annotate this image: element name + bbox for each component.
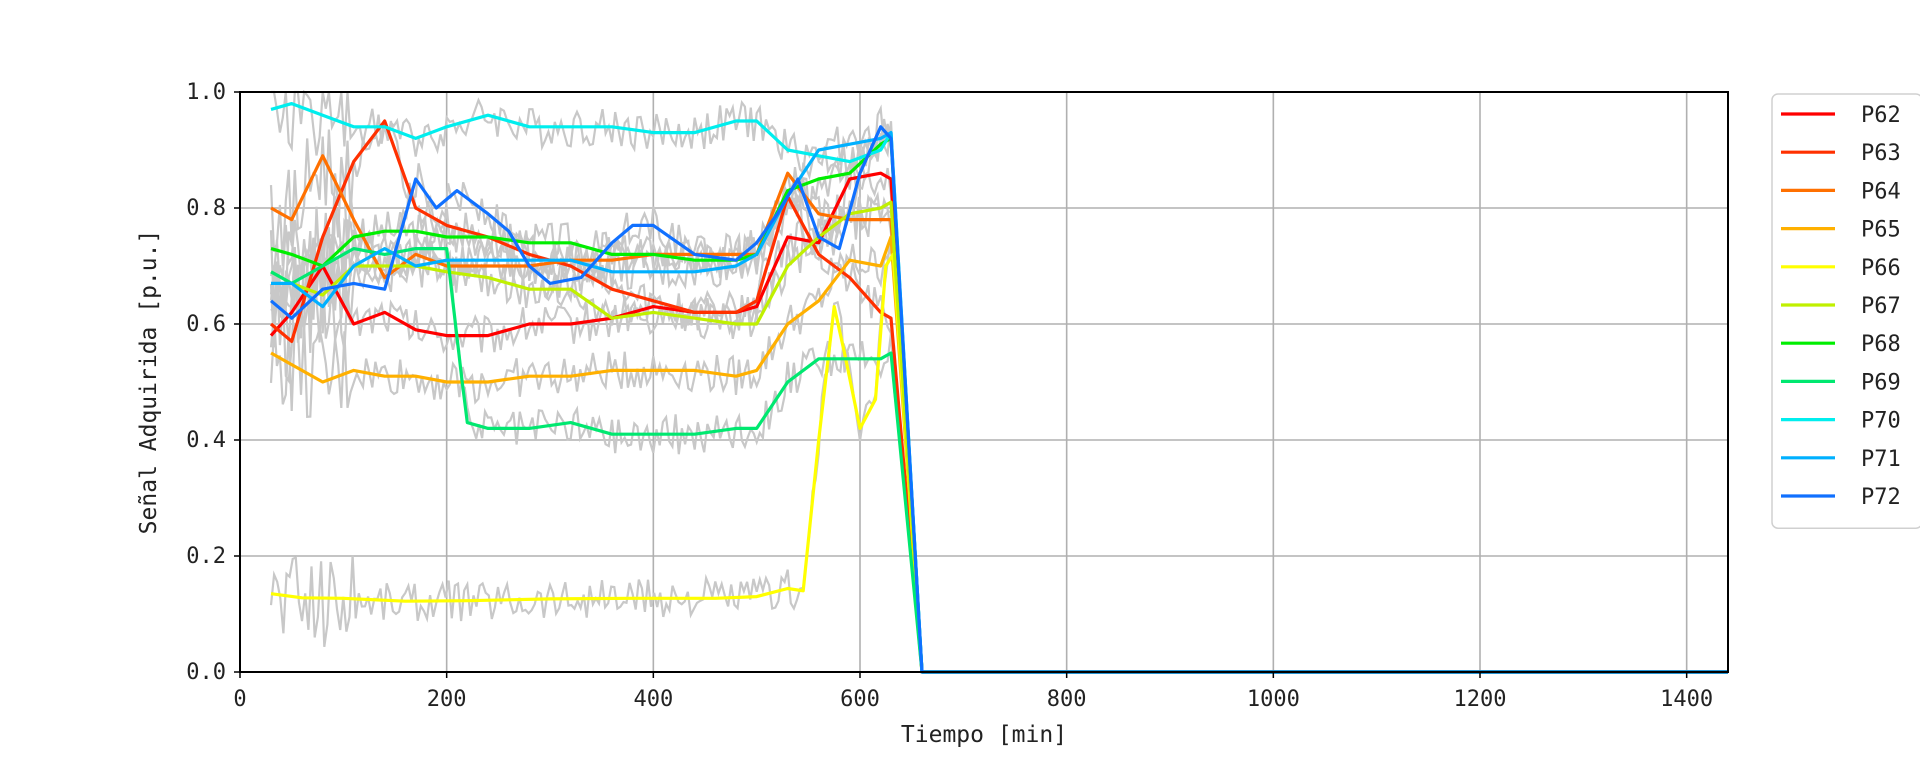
series-line-p64 [270,154,1728,674]
series-line-p62 [269,171,1728,674]
legend-label-p63: P63 [1861,141,1901,166]
y-tick-label: 0.8 [186,196,226,221]
raw-signal-p64 [269,129,1728,674]
legend-label-p67: P67 [1861,294,1901,319]
raw-signal-p70 [271,90,1728,674]
x-tick-label: 1400 [1660,687,1713,712]
legend-label-p71: P71 [1861,447,1901,472]
x-tick-label: 800 [1047,687,1087,712]
legend-label-p66: P66 [1861,256,1901,281]
x-tick-label: 1000 [1247,687,1300,712]
legend-label-p62: P62 [1861,103,1901,128]
series-line-p66 [270,252,1728,674]
series-line-p71 [271,131,1728,674]
x-tick-label: 1200 [1454,687,1507,712]
raw-signal-p62 [269,156,1728,674]
raw-signal-p68 [269,123,1728,674]
raw-signal-p71 [269,118,1728,674]
legend: P62 P63 P64 P65 P66 P67 P68 P69 P70 P71 P72 [1771,93,1920,529]
y-axis-ticks: 0.0 0.2 0.4 0.6 0.8 1.0 [186,80,240,685]
series-line-p63 [269,119,1728,674]
series-line-p72 [269,125,1728,674]
raw-signal-p66 [269,239,1728,674]
x-axis-label: Tiempo [min] [901,722,1067,748]
legend-label-p69: P69 [1861,370,1901,395]
x-tick-label: 600 [840,687,880,712]
y-tick-label: 0.6 [186,312,226,337]
y-tick-label: 0.0 [186,660,226,685]
series-line-p70 [270,102,1728,674]
legend-label-p68: P68 [1861,332,1901,357]
legend-label-p70: P70 [1861,409,1901,434]
y-tick-label: 0.2 [186,544,226,569]
series-line-p69 [270,247,1728,674]
x-tick-label: 0 [233,687,246,712]
series-line-p67 [270,200,1728,674]
x-axis-ticks: 0 200 400 600 800 1000 1200 1400 [233,672,1713,712]
x-tick-label: 200 [427,687,467,712]
y-tick-label: 1.0 [186,80,226,105]
plot-frame [239,91,1729,673]
y-tick-label: 0.4 [186,428,226,453]
series-lines [269,102,1728,674]
x-tick-label: 400 [633,687,673,712]
raw-signal-p63 [269,114,1728,674]
legend-label-p65: P65 [1861,218,1901,243]
legend-label-p64: P64 [1861,179,1901,204]
y-axis-label: Señal Adquirida [p.u.] [136,230,162,535]
legend-label-p72: P72 [1861,485,1901,510]
series-line-p65 [270,235,1728,674]
